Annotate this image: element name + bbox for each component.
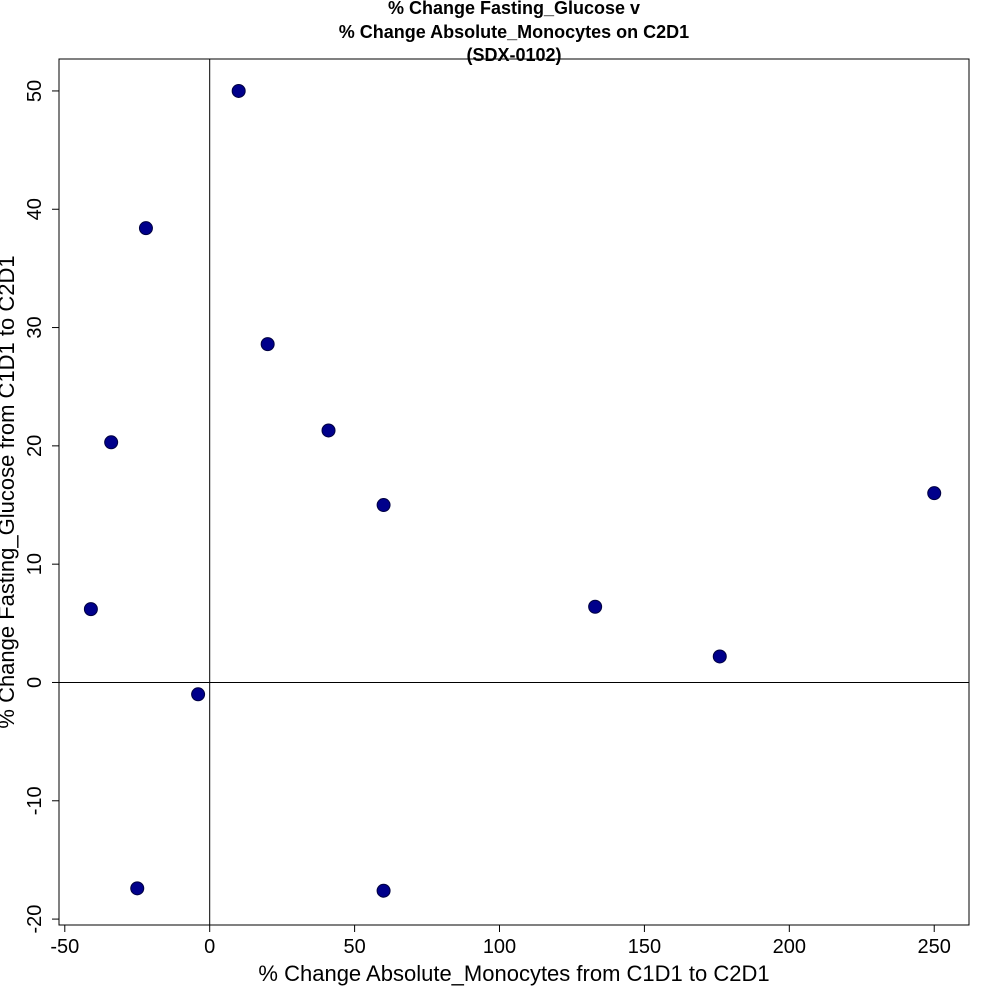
chart-title: % Change Fasting_Glucose v % Change Abso…: [339, 0, 689, 65]
y-tick-label: -10: [24, 786, 46, 815]
x-tick-label: 250: [918, 936, 951, 958]
chart-title-line-1: % Change Fasting_Glucose v: [388, 0, 640, 18]
x-axis-label: % Change Absolute_Monocytes from C1D1 to…: [258, 961, 769, 986]
y-tick-label: -20: [24, 905, 46, 934]
y-tick-label: 30: [24, 316, 46, 338]
x-tick-label: 50: [343, 936, 365, 958]
y-tick-label: 10: [24, 553, 46, 575]
data-point: [376, 498, 391, 513]
data-point: [712, 649, 727, 664]
data-point: [927, 486, 942, 501]
y-tick-label: 50: [24, 80, 46, 102]
x-tick-label: 100: [483, 936, 516, 958]
data-point: [231, 83, 246, 98]
x-tick-label: 0: [204, 936, 215, 958]
data-point: [83, 602, 98, 617]
chart-title-line-2: % Change Absolute_Monocytes on C2D1: [339, 22, 689, 42]
y-tick-label: 0: [24, 677, 46, 688]
data-point: [321, 423, 336, 438]
x-tick-label: -50: [50, 936, 79, 958]
chart-title-line-3: (SDX-0102): [466, 45, 561, 65]
y-axis-label: % Change Fasting_Glucose from C1D1 to C2…: [0, 255, 19, 728]
x-tick-label: 150: [628, 936, 661, 958]
data-point: [138, 221, 153, 236]
data-point: [260, 337, 275, 352]
data-point: [588, 599, 603, 614]
reference-lines: [59, 59, 969, 925]
y-axis: -20 -10 0 10 20 30 40 50: [24, 80, 59, 934]
plot-area-frame: [58, 58, 970, 926]
data-point: [104, 435, 119, 450]
x-axis: -50 0 50 100 150 200 250: [50, 925, 951, 958]
data-points: [83, 83, 942, 898]
y-tick-label: 20: [24, 435, 46, 457]
data-point: [191, 687, 206, 702]
y-tick-label: 40: [24, 198, 46, 220]
x-tick-label: 200: [773, 936, 806, 958]
data-point: [376, 883, 391, 898]
data-point: [130, 881, 145, 896]
